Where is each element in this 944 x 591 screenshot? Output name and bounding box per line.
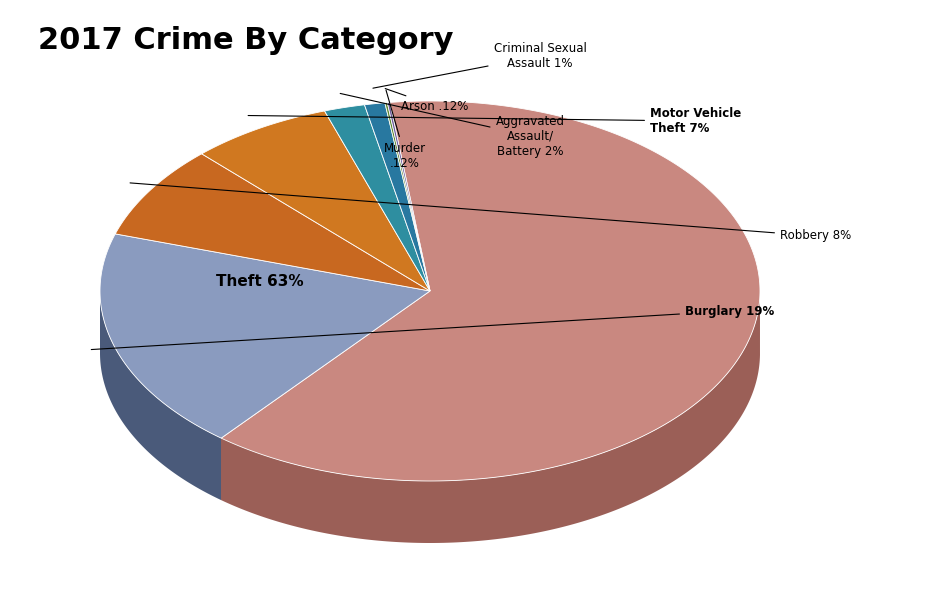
Text: Theft 63%: Theft 63%	[216, 274, 303, 288]
Polygon shape	[324, 105, 430, 291]
Polygon shape	[115, 154, 430, 291]
Polygon shape	[100, 291, 221, 500]
Text: Motor Vehicle
Theft 7%: Motor Vehicle Theft 7%	[248, 107, 740, 135]
Text: 2017 Crime By Category: 2017 Crime By Category	[38, 26, 453, 55]
Text: Murder
.12%: Murder .12%	[383, 90, 426, 170]
Text: Robbery 8%: Robbery 8%	[130, 183, 851, 242]
Text: Criminal Sexual
Assault 1%: Criminal Sexual Assault 1%	[373, 42, 586, 88]
Polygon shape	[384, 103, 430, 291]
Polygon shape	[221, 291, 430, 500]
Polygon shape	[364, 103, 430, 291]
Polygon shape	[201, 111, 430, 291]
Polygon shape	[221, 291, 430, 500]
Polygon shape	[221, 101, 759, 481]
Text: Burglary 19%: Burglary 19%	[92, 304, 773, 349]
Text: Aggravated
Assault/
Battery 2%: Aggravated Assault/ Battery 2%	[340, 93, 564, 157]
Polygon shape	[100, 234, 430, 438]
Text: Arson .12%: Arson .12%	[385, 89, 468, 112]
Polygon shape	[387, 102, 430, 291]
Polygon shape	[221, 293, 759, 543]
